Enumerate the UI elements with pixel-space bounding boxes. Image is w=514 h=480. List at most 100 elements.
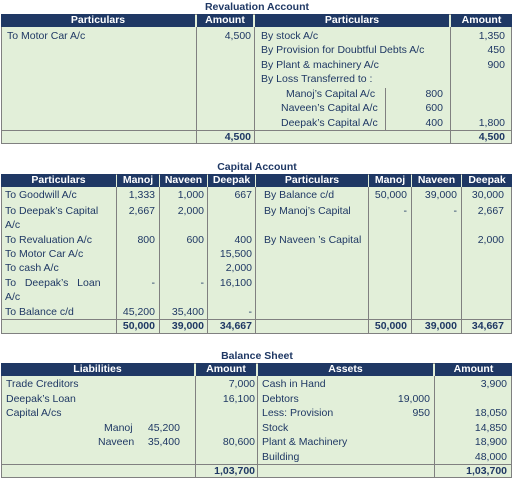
cap-divider xyxy=(207,187,208,334)
cap-total-cr-naveen: 39,000 xyxy=(424,320,457,332)
bs-asset-label: Cash in Hand xyxy=(262,378,326,390)
reval-cr-amount: 1,350 xyxy=(478,30,505,42)
cap-header-manoj-cr: Manoj xyxy=(369,174,411,187)
bs-divider xyxy=(195,376,196,478)
cap-header-naveen-cr: Naveen xyxy=(412,174,461,187)
reval-cr-label: By Provision for Doubtful Debts A/c xyxy=(261,44,425,56)
bs-liability-label: Capital A/cs xyxy=(6,407,62,419)
cap-header-naveen-dr: Naveen xyxy=(160,174,207,187)
bs-liability-amount: 7,000 xyxy=(228,378,255,390)
cap-dr-deepak: - xyxy=(248,306,253,318)
cap-dr-naveen: 600 xyxy=(186,234,204,246)
cap-cr-naveen: - xyxy=(453,205,458,217)
cap-total-line xyxy=(1,319,512,320)
bs-total-line xyxy=(1,464,512,465)
reval-total-line xyxy=(1,130,512,131)
cap-dr-label: To Revaluation A/c xyxy=(5,234,92,246)
bs-divider xyxy=(434,376,435,478)
cap-dr-deepak: 2,000 xyxy=(225,262,252,274)
cap-dr-label: To Deepak’s Capital xyxy=(5,205,99,217)
reval-cr-label: By Plant & machinery A/c xyxy=(261,59,379,71)
bs-header-liabilities: Liabilities xyxy=(1,363,194,376)
cap-dr-manoj: 2,667 xyxy=(128,205,155,217)
cap-dr-deepak: 16,100 xyxy=(219,277,252,289)
cap-dr-naveen: 2,000 xyxy=(177,205,204,217)
bs-asset-amount: 14,850 xyxy=(474,422,507,434)
reval-header-particulars-cr: Particulars xyxy=(255,14,449,27)
cap-dr-manoj: 1,333 xyxy=(128,189,155,201)
cap-cr-label: By Balance c/d xyxy=(264,189,335,201)
cap-divider xyxy=(255,187,256,334)
cap-divider xyxy=(411,187,412,334)
cap-dr-naveen: 35,400 xyxy=(171,306,204,318)
bs-capital-partner: Manoj xyxy=(104,422,133,434)
cap-dr-label: To cash A/c xyxy=(5,262,59,274)
reval-loss-value: 800 xyxy=(425,88,443,100)
cap-dr-deepak: 667 xyxy=(234,189,252,201)
reval-cr-amount: 900 xyxy=(487,59,505,71)
cap-cr-manoj: - xyxy=(403,205,408,217)
bs-asset-label: Building xyxy=(262,451,300,463)
cap-dr-manoj: - xyxy=(151,277,156,289)
cap-cr-naveen: 39,000 xyxy=(424,189,457,201)
bs-capital-partner: Naveen xyxy=(98,436,135,448)
cap-divider xyxy=(461,187,462,334)
cap-header-deepak-cr: Deepak xyxy=(462,174,512,187)
cap-dr-naveen: 1,000 xyxy=(177,189,204,201)
revaluation-table xyxy=(1,14,512,144)
cap-total-dr-naveen: 39,000 xyxy=(171,320,204,332)
reval-loss-partner: Manoj’s Capital A/c xyxy=(286,88,376,100)
bs-asset-label: Less: Provision xyxy=(262,407,334,419)
reval-dr-label: To Motor Car A/c xyxy=(7,30,86,42)
cap-cr-label: By Naveen ’s Capital xyxy=(264,234,362,246)
reval-header-particulars-dr: Particulars xyxy=(1,14,195,27)
capital-title: Capital Account xyxy=(217,161,297,173)
bs-divider xyxy=(257,376,258,478)
cap-dr-label: To Deepak’s Loan xyxy=(5,277,101,289)
cap-dr-label-cont: A/c xyxy=(5,219,21,231)
bs-asset-sub: 19,000 xyxy=(397,393,430,405)
reval-cr-label: By stock A/c xyxy=(261,30,319,42)
reval-loss-partner: Deepak’s Capital A/c xyxy=(281,117,378,129)
cap-dr-naveen: - xyxy=(200,277,205,289)
cap-divider xyxy=(368,187,369,334)
reval-total-dr: 4,500 xyxy=(224,131,251,143)
bs-liability-amount: 16,100 xyxy=(222,393,255,405)
cap-total-cr-manoj: 50,000 xyxy=(374,320,407,332)
cap-divider xyxy=(116,187,117,334)
reval-dr-amount: 4,500 xyxy=(224,30,251,42)
cap-cr-deepak: 30,000 xyxy=(471,189,504,201)
reval-total-cr: 4,500 xyxy=(478,131,505,143)
cap-dr-label: To Goodwill A/c xyxy=(5,189,77,201)
reval-cr-label: By Loss Transferred to : xyxy=(261,73,373,85)
bs-asset-amount: 3,900 xyxy=(480,378,507,390)
cap-dr-label-cont: A/c xyxy=(5,291,21,303)
bs-header-amount-assets: Amount xyxy=(435,363,512,376)
cap-cr-label: By Manoj’s Capital xyxy=(264,205,351,217)
bs-capital-value: 35,400 xyxy=(147,436,180,448)
cap-dr-label: To Balance c/d xyxy=(5,306,74,318)
balance-sheet-table xyxy=(1,363,512,478)
bs-capital-total: 80,600 xyxy=(222,436,255,448)
bs-header-assets: Assets xyxy=(258,363,433,376)
reval-loss-partner: Naveen’s Capital A/c xyxy=(281,102,378,114)
bs-liability-label: Trade Creditors xyxy=(6,378,79,390)
reval-divider xyxy=(196,27,197,144)
reval-loss-value: 400 xyxy=(425,117,443,129)
bs-total-liabilities: 1,03,700 xyxy=(214,465,255,477)
cap-dr-manoj: 800 xyxy=(137,234,155,246)
reval-header-amount-dr: Amount xyxy=(197,14,253,27)
reval-loss-total: 1,800 xyxy=(478,117,505,129)
bs-asset-label: Debtors xyxy=(262,393,299,405)
cap-cr-manoj: 50,000 xyxy=(374,189,407,201)
cap-header-particulars-cr: Particulars xyxy=(256,174,368,187)
cap-dr-deepak: 400 xyxy=(234,234,252,246)
bs-asset-sub: 950 xyxy=(412,407,430,419)
bs-asset-label: Stock xyxy=(262,422,289,434)
cap-dr-deepak: 15,500 xyxy=(219,248,252,260)
reval-split-divider xyxy=(385,88,386,130)
reval-loss-value: 600 xyxy=(425,102,443,114)
bs-asset-amount: 18,050 xyxy=(474,407,507,419)
cap-total-dr-deepak: 34,667 xyxy=(219,320,252,332)
